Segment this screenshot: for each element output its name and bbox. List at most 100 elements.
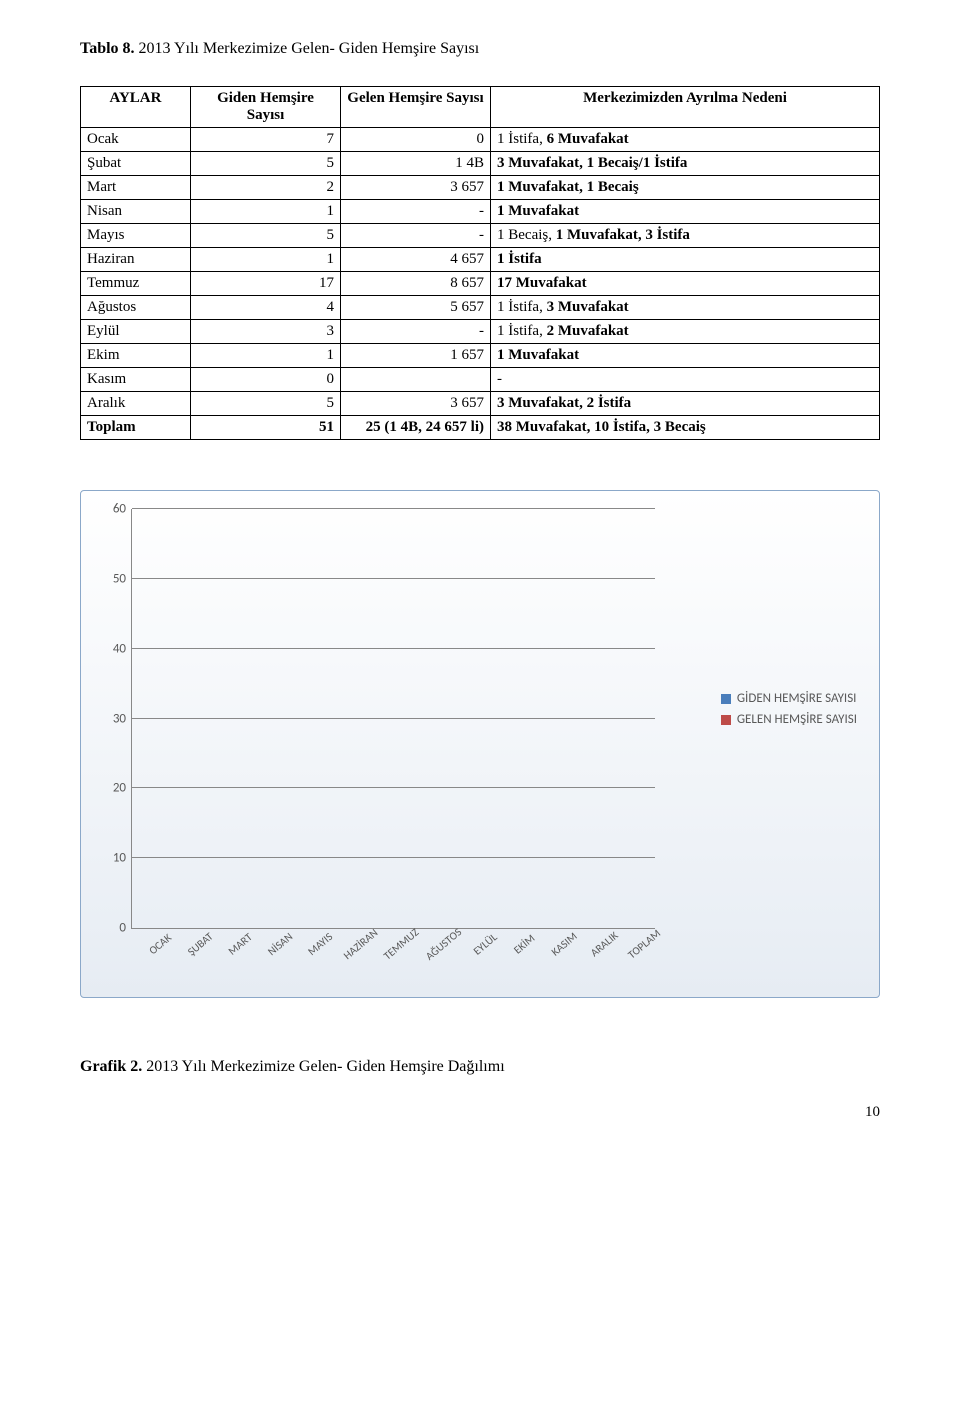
cell-reason: 17 Muvafakat [491, 272, 880, 296]
title-label: Tablo 8. [80, 40, 135, 57]
y-tick-label: 40 [98, 641, 126, 656]
table-row: Şubat51 4B3 Muvafakat, 1 Becaiş/1 İstifa [81, 152, 880, 176]
cell-gelen: 1 657 [341, 344, 491, 368]
th-aylar: AYLAR [81, 87, 191, 128]
cell-month: Mart [81, 176, 191, 200]
cell-month: Temmuz [81, 272, 191, 296]
cell-giden: 5 [191, 152, 341, 176]
cell-month: Aralık [81, 392, 191, 416]
y-tick-label: 50 [98, 571, 126, 586]
cell-giden: 0 [191, 368, 341, 392]
gridline [132, 787, 655, 788]
x-tick-label: TOPLAM [620, 920, 683, 984]
cell-total-reason: 38 Muvafakat, 10 İstifa, 3 Becaiş [491, 416, 880, 440]
table-row: Nisan1-1 Muvafakat [81, 200, 880, 224]
th-giden: Giden Hemşire Sayısı [191, 87, 341, 128]
legend-swatch [721, 715, 731, 725]
table-row: Mart23 6571 Muvafakat, 1 Becaiş [81, 176, 880, 200]
caption-label: Grafik 2. [80, 1058, 142, 1075]
y-tick-label: 20 [98, 781, 126, 796]
cell-giden: 1 [191, 344, 341, 368]
table-row: Eylül3-1 İstifa, 2 Muvafakat [81, 320, 880, 344]
cell-month: Kasım [81, 368, 191, 392]
cell-gelen: - [341, 200, 491, 224]
table-row: Kasım0 - [81, 368, 880, 392]
gridline [132, 718, 655, 719]
th-reason: Merkezimizden Ayrılma Nedeni [491, 87, 880, 128]
cell-total-giden: 51 [191, 416, 341, 440]
cell-gelen: 5 657 [341, 296, 491, 320]
cell-gelen: - [341, 224, 491, 248]
cell-reason: 1 Becaiş, 1 Muvafakat, 3 İstifa [491, 224, 880, 248]
legend-item: GELEN HEMŞİRE SAYISI [721, 712, 857, 727]
cell-gelen: 1 4B [341, 152, 491, 176]
gridline [132, 578, 655, 579]
cell-giden: 7 [191, 128, 341, 152]
cell-gelen: - [341, 320, 491, 344]
cell-month: Ocak [81, 128, 191, 152]
gridline [132, 648, 655, 649]
cell-reason: 3 Muvafakat, 1 Becaiş/1 İstifa [491, 152, 880, 176]
legend-swatch [721, 694, 731, 704]
y-tick-label: 60 [98, 502, 126, 517]
table-row: Temmuz178 65717 Muvafakat [81, 272, 880, 296]
legend-label: GELEN HEMŞİRE SAYISI [737, 712, 857, 727]
cell-giden: 3 [191, 320, 341, 344]
cell-gelen [341, 368, 491, 392]
legend-item: GİDEN HEMŞİRE SAYISI [721, 691, 857, 706]
cell-month: Ağustos [81, 296, 191, 320]
cell-gelen: 3 657 [341, 176, 491, 200]
table-total-row: Toplam5125 (1 4B, 24 657 li)38 Muvafakat… [81, 416, 880, 440]
cell-reason: 3 Muvafakat, 2 İstifa [491, 392, 880, 416]
y-tick-label: 10 [98, 851, 126, 866]
cell-giden: 5 [191, 392, 341, 416]
cell-giden: 1 [191, 200, 341, 224]
cell-reason: - [491, 368, 880, 392]
title-rest: 2013 Yılı Merkezimize Gelen- Giden Hemşi… [135, 40, 480, 57]
cell-month: Nisan [81, 200, 191, 224]
chart-caption: Grafik 2. 2013 Yılı Merkezimize Gelen- G… [80, 1058, 880, 1076]
x-axis-labels: OCAKŞUBATMARTNİSANMAYISHAZİRANTEMMUZAĞUS… [131, 933, 655, 983]
plot-area: 0102030405060 [131, 509, 655, 929]
y-tick-label: 30 [98, 711, 126, 726]
cell-month: Ekim [81, 344, 191, 368]
cell-total-label: Toplam [81, 416, 191, 440]
cell-gelen: 3 657 [341, 392, 491, 416]
page-number: 10 [80, 1104, 880, 1121]
chart-legend: GİDEN HEMŞİRE SAYISI GELEN HEMŞİRE SAYISI [721, 691, 857, 733]
legend-label: GİDEN HEMŞİRE SAYISI [737, 691, 857, 706]
hemsire-table: AYLAR Giden Hemşire Sayısı Gelen Hemşire… [80, 86, 880, 440]
th-gelen: Gelen Hemşire Sayısı [341, 87, 491, 128]
table-row: Ağustos45 6571 İstifa, 3 Muvafakat [81, 296, 880, 320]
caption-rest: 2013 Yılı Merkezimize Gelen- Giden Hemşi… [142, 1058, 504, 1075]
cell-month: Eylül [81, 320, 191, 344]
cell-month: Haziran [81, 248, 191, 272]
table-row: Aralık53 6573 Muvafakat, 2 İstifa [81, 392, 880, 416]
table-row: Haziran14 6571 İstifa [81, 248, 880, 272]
table-title: Tablo 8. 2013 Yılı Merkezimize Gelen- Gi… [80, 40, 880, 58]
cell-month: Şubat [81, 152, 191, 176]
cell-giden: 1 [191, 248, 341, 272]
y-tick-label: 0 [98, 921, 126, 936]
table-row: Ekim11 6571 Muvafakat [81, 344, 880, 368]
bars-row [132, 509, 655, 928]
cell-gelen: 0 [341, 128, 491, 152]
cell-reason: 1 İstifa, 2 Muvafakat [491, 320, 880, 344]
cell-reason: 1 Muvafakat, 1 Becaiş [491, 176, 880, 200]
cell-reason: 1 İstifa [491, 248, 880, 272]
cell-giden: 4 [191, 296, 341, 320]
table-row: Mayıs5-1 Becaiş, 1 Muvafakat, 3 İstifa [81, 224, 880, 248]
cell-reason: 1 Muvafakat [491, 344, 880, 368]
table-row: Ocak701 İstifa, 6 Muvafakat [81, 128, 880, 152]
cell-gelen: 8 657 [341, 272, 491, 296]
cell-reason: 1 İstifa, 6 Muvafakat [491, 128, 880, 152]
cell-giden: 2 [191, 176, 341, 200]
gridline [132, 508, 655, 509]
cell-giden: 17 [191, 272, 341, 296]
cell-month: Mayıs [81, 224, 191, 248]
cell-total-gelen: 25 (1 4B, 24 657 li) [341, 416, 491, 440]
cell-giden: 5 [191, 224, 341, 248]
cell-reason: 1 Muvafakat [491, 200, 880, 224]
chart-container: 0102030405060 OCAKŞUBATMARTNİSANMAYISHAZ… [80, 490, 880, 998]
table-header-row: AYLAR Giden Hemşire Sayısı Gelen Hemşire… [81, 87, 880, 128]
